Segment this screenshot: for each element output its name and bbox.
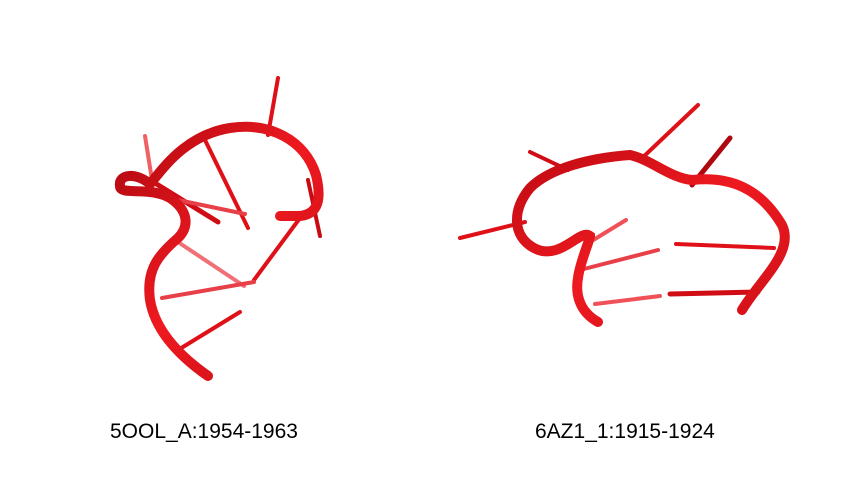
structure-label: 5OOL_A:1954-1963 [110,420,298,443]
rna-cartoon-5ool [114,76,324,381]
structure-panel-5ool: 5OOL_A:1954-1963 [110,76,324,443]
rna-cartoon-6az1 [458,103,790,327]
structure-label: 6AZ1_1:1915-1924 [535,420,715,443]
structure-panel-6az1: 6AZ1_1:1915-1924 [430,0,860,480]
